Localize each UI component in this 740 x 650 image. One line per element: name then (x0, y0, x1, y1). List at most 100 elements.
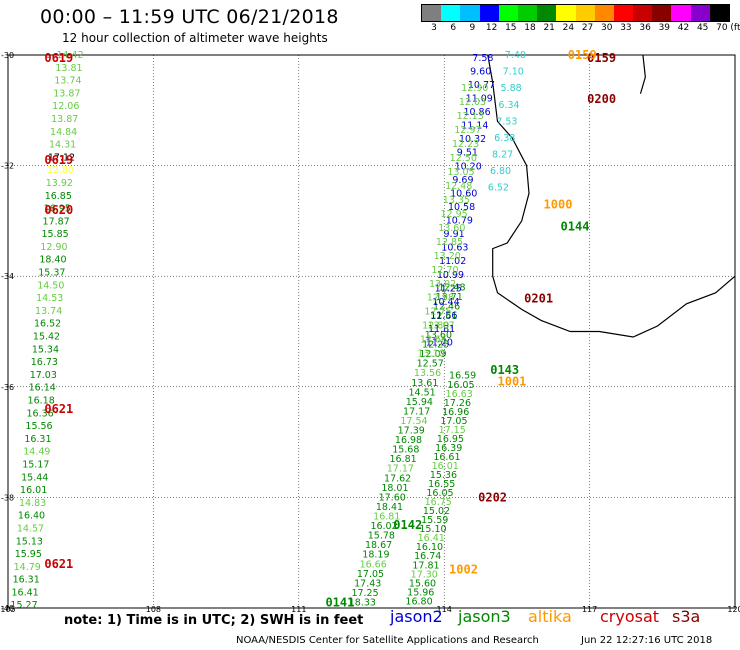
track-value: 16.10 (416, 542, 443, 553)
track-value: 12.75 (424, 307, 451, 318)
left-track-value: 16.31 (13, 575, 40, 586)
legend-cryosat: cryosat (600, 607, 660, 626)
track-value: 17.15 (439, 425, 466, 436)
scale-label: 18 (524, 23, 536, 33)
track-value: 17.81 (412, 560, 439, 571)
track-value: 12.48 (438, 282, 465, 293)
track-value: 13.60 (438, 223, 465, 234)
left-track-value: 14.79 (14, 562, 41, 573)
track-value: 11.09 (466, 93, 493, 104)
track-value: 13.07 (428, 320, 455, 331)
track-value: 13.56 (414, 368, 441, 379)
track-value: 13.10 (418, 349, 445, 360)
legend-jason2: jason2 (390, 607, 443, 626)
track-value: 15.02 (423, 506, 450, 517)
left-track-value: 13.87 (51, 114, 78, 125)
left-track-value: 13.74 (35, 306, 62, 317)
left-track-value: 16.52 (34, 319, 61, 330)
scale-label: 15 (505, 23, 517, 33)
track-value: 13.61 (411, 378, 438, 389)
footer-credit: NOAA/NESDIS Center for Satellite Applica… (236, 635, 539, 646)
left-track-value: 16.95 (44, 204, 71, 215)
left-track-value: 16.36 (26, 408, 53, 419)
scale-swatch (652, 5, 672, 21)
left-track-value: 13.74 (54, 76, 81, 87)
wave-height-values: 14.4213.8113.7413.8712.0613.8714.8414.31… (10, 48, 616, 611)
track-value: 16.41 (418, 533, 445, 544)
left-track-value: 15.42 (33, 332, 60, 343)
track-value: 12.50 (450, 153, 477, 164)
scale-swatch (537, 5, 557, 21)
left-track-value: 15.85 (41, 229, 68, 240)
left-track-value: 14.50 (37, 280, 64, 291)
left-track-time: 0619 (44, 153, 73, 167)
left-track-value: 14.42 (56, 50, 83, 61)
track-value: 16.74 (414, 551, 441, 562)
track-value: 17.62 (384, 473, 411, 484)
track-value: 18.19 (362, 550, 389, 561)
track-value: 6.80 (490, 166, 511, 177)
track-value: 12.03 (459, 97, 486, 108)
left-track-time: 0621 (44, 402, 73, 416)
left-track-time: 0620 (44, 203, 73, 217)
track-value: 12.70 (431, 265, 458, 276)
left-track-value: 14.84 (50, 127, 77, 138)
track-value: 10.99 (437, 270, 464, 281)
left-track-time: 0621 (44, 557, 73, 571)
track-value: 13.20 (434, 251, 461, 262)
time-label: 0142 (393, 518, 422, 532)
left-track-value: 16.73 (31, 357, 58, 368)
lon-tick-label: 111 (291, 605, 306, 614)
track-value: 7.58 (472, 53, 493, 64)
track-value: 18.33 (349, 597, 376, 608)
island (639, 54, 646, 94)
track-value: 15.59 (421, 515, 448, 526)
track-value: 12.97 (454, 125, 481, 136)
left-track-value: 16.18 (28, 395, 55, 406)
left-track-value: 13.87 (53, 88, 80, 99)
axis-tick-labels: 105 108 111 114 117 120 -30 -32 -34 -36 -38 -40 (0, 51, 740, 614)
time-label: 0143 (490, 363, 519, 377)
scale-swatch (422, 5, 442, 21)
left-track-value: 15.27 (10, 600, 37, 611)
track-value: 15.78 (368, 531, 395, 542)
left-track-value: 12.80 (47, 165, 74, 176)
left-track-value: 15.44 (21, 472, 48, 483)
lat-tick-label: -40 (1, 604, 14, 613)
scale-unit-label: (ft) (730, 23, 740, 33)
track-value: 16.98 (395, 435, 422, 446)
lat-tick-label: -36 (1, 383, 14, 392)
track-value: 10.44 (432, 297, 459, 308)
track-value: 13.71 (436, 292, 463, 303)
scale-label: 70 (716, 23, 728, 33)
left-track-value: 16.41 (11, 587, 38, 598)
left-track-value: 15.34 (32, 344, 59, 355)
scale-swatch (594, 5, 614, 21)
track-value: 16.95 (437, 434, 464, 445)
footer-timestamp: Jun 22 12:27:16 UTC 2018 (581, 635, 713, 646)
track-value: 16.96 (442, 407, 469, 418)
track-value: 6.34 (498, 100, 519, 111)
scale-swatch (498, 5, 518, 21)
scale-swatch (556, 5, 576, 21)
chart-subtitle: 12 hour collection of altimeter wave hei… (62, 31, 328, 45)
track-value: 6.38 (494, 133, 515, 144)
track-value: 12.46 (433, 301, 460, 312)
track-value: 12.48 (445, 181, 472, 192)
lon-tick-label: 114 (437, 605, 452, 614)
units-note: note: 1) Time is in UTC; 2) SWH is in fe… (64, 613, 364, 628)
track-value: 8.27 (492, 150, 513, 161)
track-value: 10.79 (446, 216, 473, 227)
time-label: 1002 (449, 562, 478, 576)
track-value: 16.05 (426, 488, 453, 499)
legend-altika: altika (528, 607, 572, 626)
track-value: 17.05 (440, 416, 467, 427)
track-value: 16.75 (425, 497, 452, 508)
lat-tick-label: -38 (1, 493, 14, 502)
time-label: 0159 (587, 51, 616, 65)
track-value: 9.69 (452, 175, 473, 186)
track-value: 12.95 (441, 209, 468, 220)
track-value: 12.57 (417, 359, 444, 370)
track-value: 10.20 (455, 161, 482, 172)
